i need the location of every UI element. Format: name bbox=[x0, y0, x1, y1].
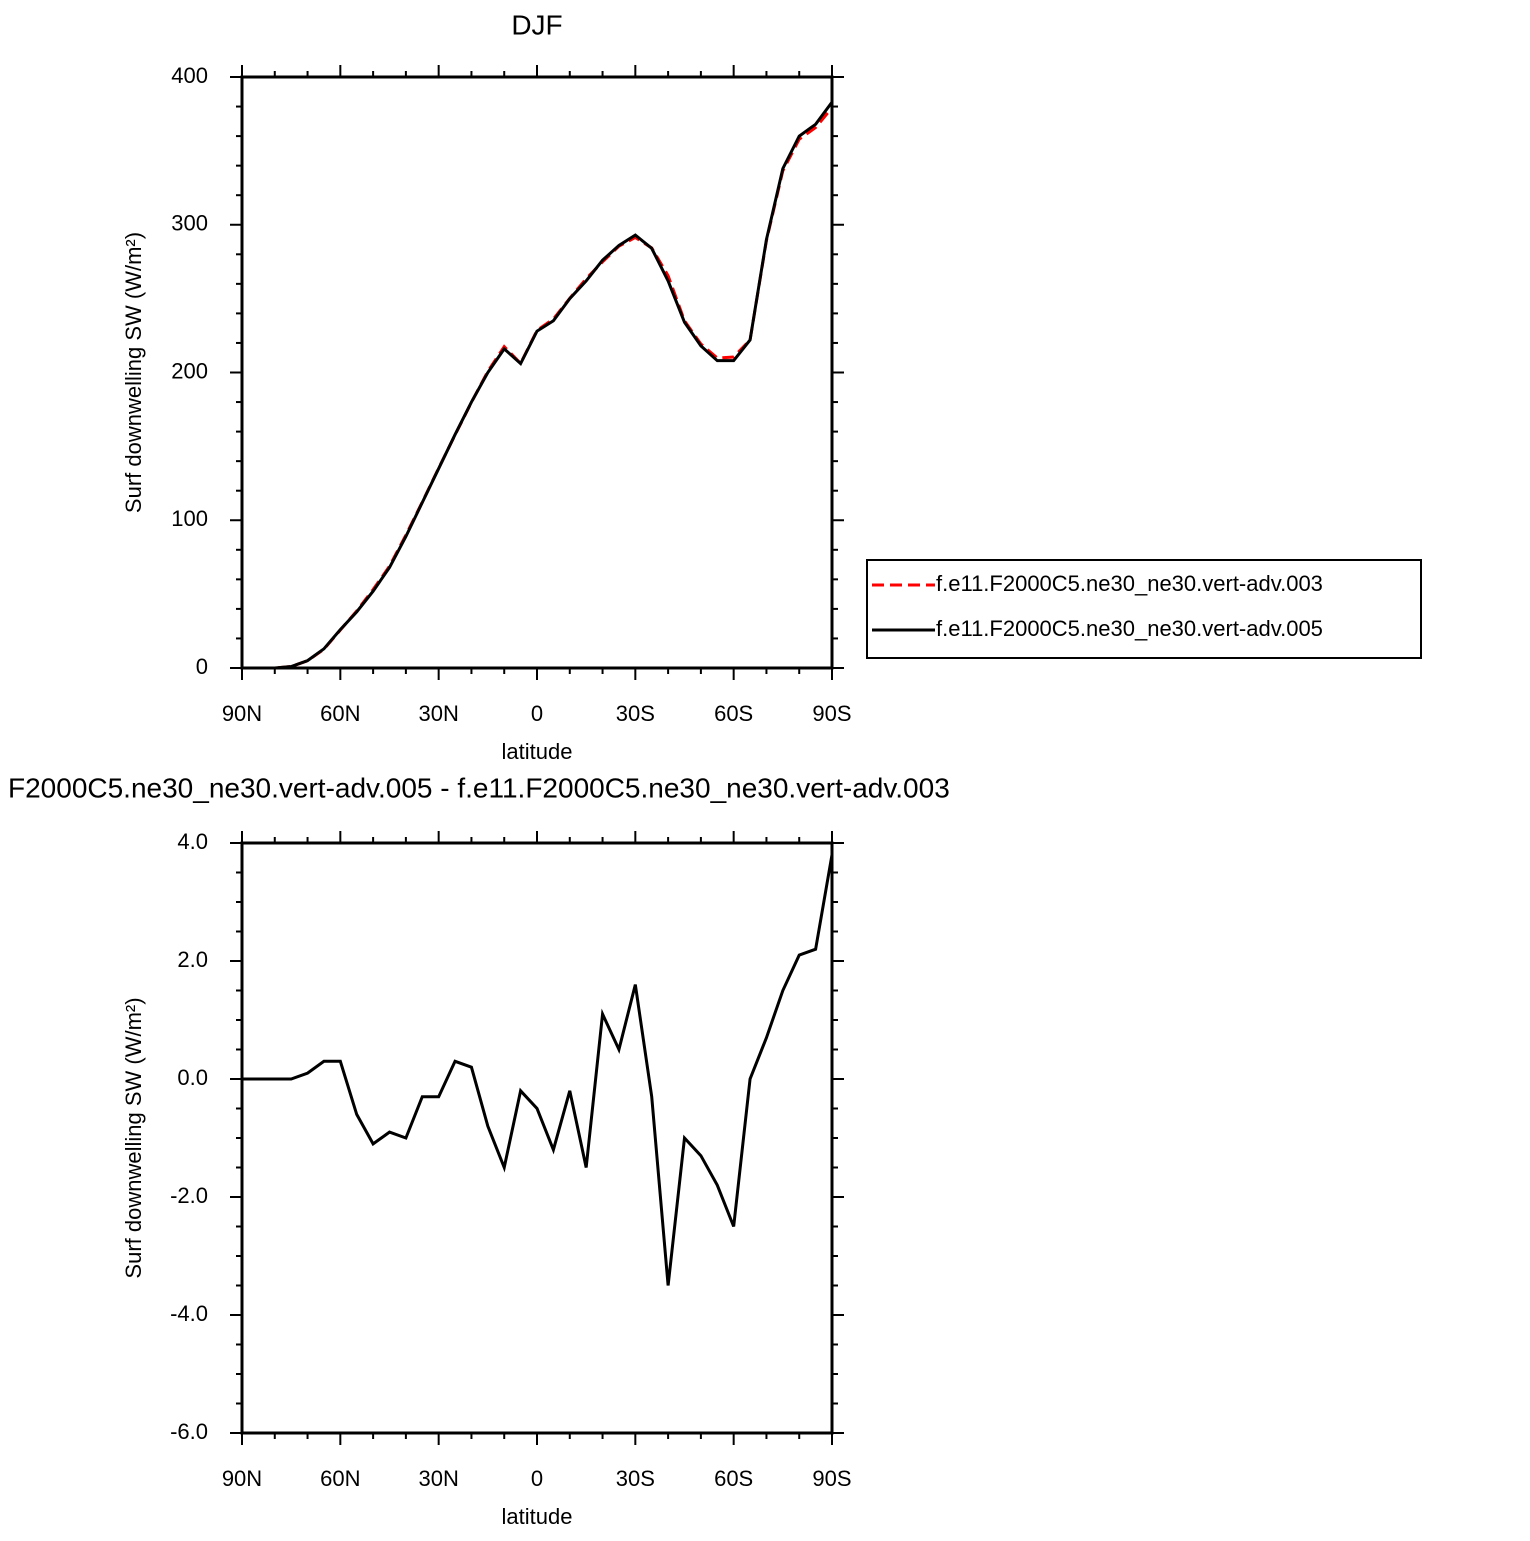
chart-title: F2000C5.ne30_ne30.vert-adv.005 - f.e11.F… bbox=[8, 772, 950, 803]
y-axis-label: Surf downwelling SW (W/m²) bbox=[121, 997, 146, 1278]
x-tick-label: 30N bbox=[418, 701, 458, 726]
x-tick-label: 30S bbox=[616, 1466, 655, 1491]
data-line bbox=[242, 101, 834, 670]
x-axis-label: latitude bbox=[502, 739, 573, 764]
plot-frame bbox=[240, 841, 834, 1435]
data-line bbox=[242, 854, 834, 1286]
x-tick-label: 0 bbox=[531, 1466, 543, 1491]
y-tick-label: -2.0 bbox=[170, 1183, 208, 1208]
y-tick-label: 400 bbox=[171, 63, 208, 88]
x-tick-label: 60N bbox=[320, 701, 360, 726]
y-tick-label: 4.0 bbox=[177, 829, 208, 854]
y-tick-label: 100 bbox=[171, 506, 208, 531]
x-tick-label: 90S bbox=[812, 701, 851, 726]
y-tick-label: 200 bbox=[171, 358, 208, 383]
x-tick-label: 90N bbox=[222, 1466, 262, 1491]
y-tick-label: -6.0 bbox=[170, 1419, 208, 1444]
x-tick-label: 30N bbox=[418, 1466, 458, 1491]
data-line bbox=[242, 106, 834, 670]
plot-frame bbox=[240, 75, 834, 670]
x-axis-label: latitude bbox=[502, 1504, 573, 1529]
x-tick-label: 60S bbox=[714, 1466, 753, 1491]
chart-title: DJF bbox=[511, 9, 562, 40]
y-axis-label: Surf downwelling SW (W/m²) bbox=[121, 232, 146, 513]
y-tick-label: 300 bbox=[171, 211, 208, 236]
y-tick-label: 0 bbox=[196, 654, 208, 679]
x-tick-label: 90N bbox=[222, 701, 262, 726]
legend-box bbox=[866, 559, 1422, 659]
y-tick-label: -4.0 bbox=[170, 1301, 208, 1326]
legend-label: f.e11.F2000C5.ne30_ne30.vert-adv.003 bbox=[936, 571, 1323, 596]
x-tick-label: 90S bbox=[812, 1466, 851, 1491]
x-tick-label: 60S bbox=[714, 701, 753, 726]
legend-label: f.e11.F2000C5.ne30_ne30.vert-adv.005 bbox=[936, 616, 1323, 641]
y-tick-label: 2.0 bbox=[177, 947, 208, 972]
x-tick-label: 60N bbox=[320, 1466, 360, 1491]
x-tick-label: 30S bbox=[616, 701, 655, 726]
x-tick-label: 0 bbox=[531, 701, 543, 726]
y-tick-label: 0.0 bbox=[177, 1065, 208, 1090]
